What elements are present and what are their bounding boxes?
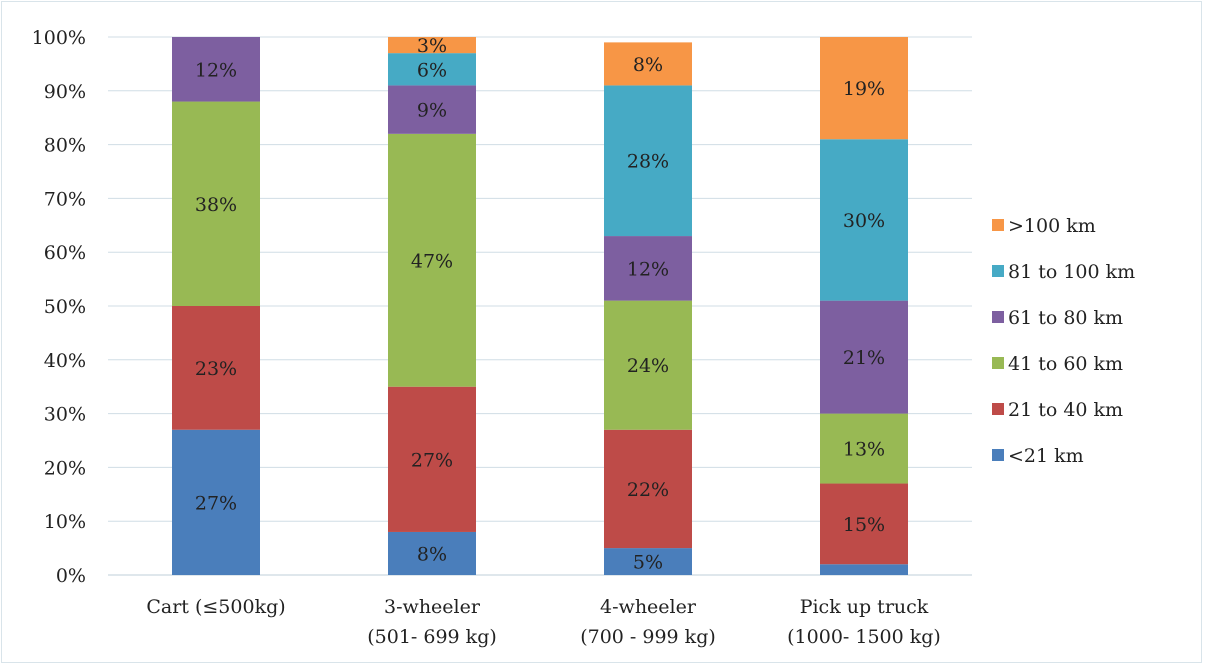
bar-segment [820,37,908,140]
data-label: 27% [195,492,237,514]
legend-label: <21 km [1008,445,1084,467]
legend-swatch [992,357,1004,369]
y-tick-label: 40% [44,350,86,372]
bar-segment [172,306,260,430]
bar-segment [388,133,476,387]
bar-segment [604,548,692,575]
legend-swatch [992,219,1004,231]
bar-segment [388,386,476,532]
bar-segment [604,42,692,86]
data-label: 3% [417,35,447,57]
y-axis: 0% 10% 20% 30% 40% 50% 60% 70% 80% 90% 100% [32,27,86,587]
y-tick-label: 30% [44,404,86,426]
bar-segment [604,236,692,301]
y-tick-label: 100% [32,27,86,49]
legend-swatch [992,449,1004,461]
data-label: 22% [627,479,669,501]
bar-segment [388,531,476,575]
bar-segment [172,101,260,306]
data-label: 6% [417,59,447,81]
legend: >100 km 81 to 100 km 61 to 80 km 41 to 60 k… [992,215,1135,467]
bar-segment [388,85,476,134]
bar-segment [820,300,908,414]
legend-swatch [992,311,1004,323]
data-label: 24% [627,355,669,377]
data-label: 38% [195,194,237,216]
data-label: 15% [843,514,885,536]
category-label: (700 - 999 kg) [580,626,716,648]
y-tick-label: 0% [56,565,86,587]
bar-segment [604,429,692,549]
data-label: 47% [411,250,453,272]
data-labels: 27% 23% 38% 12% 8% 27% 47% 9% 6%3% 5% 22% 24% 12% 28%… [195,35,885,573]
data-label: 28% [627,151,669,173]
y-tick-label: 90% [44,81,86,103]
bar-segment [172,37,260,102]
data-label: 30% [843,210,885,232]
data-label: 8% [633,54,663,76]
bars [172,37,908,575]
category-label: (1000- 1500 kg) [787,626,941,648]
legend-label: 61 to 80 km [1008,307,1123,329]
category-label: Cart (≤500kg) [146,596,285,618]
y-tick-label: 70% [44,188,86,210]
data-label: 8% [417,543,447,565]
legend-label: 81 to 100 km [1008,261,1135,283]
legend-swatch [992,265,1004,277]
data-label: 13% [843,439,885,461]
data-label: 5% [633,552,663,574]
bar-segment [820,413,908,484]
data-label: 19% [843,78,885,100]
category-label: 4-wheeler [600,596,697,618]
x-axis: Cart (≤500kg) 3-wheeler (501- 699 kg) 4-whe… [146,596,941,648]
y-tick-label: 20% [44,457,86,479]
bar-segment [820,139,908,301]
bar-segment [820,564,908,575]
data-label: 12% [195,59,237,81]
legend-label: 21 to 40 km [1008,399,1123,421]
data-label: 27% [411,449,453,471]
bar-segment [820,483,908,565]
y-tick-label: 10% [44,511,86,533]
data-label: 12% [627,258,669,280]
category-label: (501- 699 kg) [367,626,497,648]
legend-label: 41 to 60 km [1008,353,1123,375]
y-tick-label: 60% [44,242,86,264]
y-tick-label: 50% [44,296,86,318]
bar-segment [172,429,260,575]
legend-swatch [992,403,1004,415]
category-label: 3-wheeler [384,596,481,618]
data-label: 21% [843,347,885,369]
legend-label: >100 km [1008,215,1096,237]
y-tick-label: 80% [44,135,86,157]
data-label: 9% [417,100,447,122]
bar-segment [388,53,476,86]
category-label: Pick up truck [800,596,929,618]
data-label: 23% [195,358,237,380]
bar-segment [604,300,692,430]
bar-segment [604,85,692,237]
bar-segment [388,37,476,54]
